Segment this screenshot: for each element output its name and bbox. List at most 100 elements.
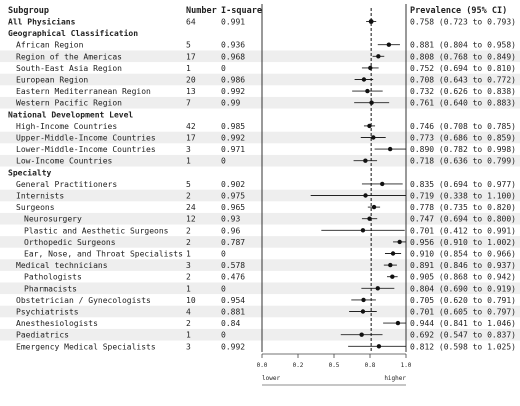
table-row: Psychiatrists 4 0.881 0.701 (0.605 to 0.797…	[16, 308, 516, 317]
row-label: European Region	[16, 76, 88, 85]
row-prevalence: 0.747 (0.694 to 0.800)	[410, 215, 516, 224]
row-number: 12	[186, 215, 196, 224]
row-isquare: 0.578	[221, 261, 245, 270]
point-estimate	[376, 54, 381, 59]
row-prevalence: 0.701 (0.412 to 0.991)	[410, 226, 516, 235]
point-estimate	[369, 100, 374, 105]
row-isquare: 0	[221, 284, 226, 293]
row-number: 5	[186, 41, 191, 50]
row-prevalence: 0.705 (0.620 to 0.791)	[410, 296, 516, 305]
row-number: 3	[186, 261, 191, 270]
row-label: Neurosurgery	[24, 215, 82, 224]
row-prevalence: 0.708 (0.643 to 0.772)	[410, 76, 516, 85]
table-row: Lower-Middle-Income Countries 3 0.971 0.890…	[16, 145, 516, 154]
table-row: Ear, Nose, and Throat Specialists 1 0 0.910…	[24, 250, 516, 259]
row-shade	[0, 96, 520, 109]
table-row: Internists 2 0.975 0.719 (0.338 to 1.100)	[16, 192, 516, 201]
row-label: Pharmacists	[24, 284, 77, 293]
row-prevalence: 0.804 (0.690 to 0.919)	[410, 284, 516, 293]
row-number: 2	[186, 192, 191, 201]
point-estimate	[360, 228, 366, 233]
row-prevalence: 0.778 (0.735 to 0.820)	[410, 203, 516, 212]
row-number: 2	[186, 319, 191, 328]
table-row: Orthopedic Surgeons 2 0.787 0.956 (0.910 to…	[24, 238, 516, 247]
point-estimate	[390, 274, 395, 279]
row-prevalence: 0.905 (0.868 to 0.942)	[410, 273, 516, 282]
row-isquare: 0.975	[221, 192, 245, 201]
table-row: High-Income Countries 42 0.985 0.746 (0.708…	[16, 122, 516, 131]
row-isquare: 0.985	[221, 122, 245, 131]
row-isquare: 0.96	[221, 226, 240, 235]
row-label: Internists	[16, 192, 64, 201]
row-label: National Development Level	[8, 109, 133, 119]
row-prevalence: 0.752 (0.694 to 0.810)	[410, 64, 516, 73]
row-number: 1	[186, 64, 191, 73]
point-estimate	[376, 344, 382, 349]
row-label: General Practitioners	[16, 180, 117, 189]
row-isquare: 0.84	[221, 319, 240, 328]
point-estimate	[363, 193, 368, 198]
point-estimate	[371, 135, 376, 140]
row-prevalence: 0.746 (0.708 to 0.785)	[410, 122, 516, 131]
point-estimate	[368, 65, 373, 71]
row-number: 20	[186, 76, 196, 85]
point-estimate	[380, 181, 385, 187]
row-isquare: 0.968	[221, 52, 245, 61]
row-isquare: 0	[221, 64, 226, 73]
row-shade	[0, 282, 520, 295]
row-number: 1	[186, 250, 191, 259]
row-number: 17	[186, 134, 196, 143]
point-estimate	[365, 88, 370, 94]
row-isquare: 0.992	[221, 342, 245, 351]
table-row: European Region 20 0.986 0.708 (0.643 to 0.…	[16, 76, 516, 85]
point-estimate	[367, 123, 372, 129]
row-number: 64	[186, 18, 196, 27]
row-label: Surgeons	[16, 203, 55, 212]
row-isquare: 0.476	[221, 273, 245, 282]
table-row: Region of the Americas 17 0.968 0.808 (0.76…	[16, 52, 516, 61]
row-isquare: 0	[221, 157, 226, 166]
row-isquare: 0.99	[221, 99, 240, 108]
point-estimate	[361, 297, 366, 303]
row-prevalence: 0.761 (0.640 to 0.883)	[410, 99, 516, 108]
x-tick-label: 0.0	[257, 362, 268, 369]
table-row: Anesthesiologists 2 0.84 0.944 (0.841 to 1.…	[16, 319, 516, 328]
table-row: Neurosurgery 12 0.93 0.747 (0.694 to 0.800)	[24, 215, 516, 224]
row-label: Plastic and Aesthetic Surgeons	[24, 226, 169, 235]
x-tick-label: 0.5	[329, 362, 340, 369]
table-row: South-East Asia Region 1 0 0.752 (0.694 to …	[16, 64, 516, 73]
row-shade	[0, 212, 520, 225]
row-prevalence: 0.732 (0.626 to 0.838)	[410, 87, 516, 96]
row-prevalence: 0.956 (0.910 to 1.002)	[410, 238, 516, 247]
table-row: Medical technicians 3 0.578 0.891 (0.846 to…	[16, 261, 516, 270]
row-label: Geographical Classification	[8, 28, 138, 38]
row-number: 1	[186, 331, 191, 340]
row-number: 13	[186, 87, 196, 96]
table-row: Emergency Medical Specialists 3 0.992 0.812…	[16, 342, 516, 351]
table-row: Eastern Mediterranean Region 13 0.992 0.732…	[16, 87, 516, 96]
row-label: Orthopedic Surgeons	[24, 238, 116, 247]
table-row: Obstetrician / Gynecologists 10 0.954 0.705…	[16, 296, 516, 305]
row-isquare: 0.954	[221, 296, 245, 305]
row-prevalence: 0.890 (0.782 to 0.998)	[410, 145, 516, 154]
row-label: High-Income Countries	[16, 122, 117, 131]
axis-higher-label: higher	[384, 375, 406, 382]
point-estimate	[361, 77, 367, 82]
row-prevalence: 0.881 (0.804 to 0.958)	[410, 41, 516, 50]
table-row: Pharmacists 1 0 0.804 (0.690 to 0.919)	[24, 284, 516, 293]
row-isquare: 0	[221, 331, 226, 340]
row-shade	[0, 73, 520, 86]
point-estimate	[368, 19, 374, 24]
row-label: African Region	[16, 41, 84, 50]
row-label: Lower-Middle-Income Countries	[16, 145, 156, 154]
table-row: Surgeons 24 0.965 0.778 (0.735 to 0.820)	[16, 203, 516, 212]
table-row: African Region 5 0.936 0.881 (0.804 to 0.95…	[16, 41, 516, 50]
point-estimate	[360, 309, 366, 314]
row-label: Western Pacific Region	[16, 99, 122, 108]
row-label: All Physicians	[8, 17, 76, 27]
section-header: Geographical Classification	[8, 28, 138, 38]
row-isquare: 0.787	[221, 238, 245, 247]
x-tick-label: 0.2	[293, 362, 304, 369]
row-label: Pathologists	[24, 273, 82, 282]
